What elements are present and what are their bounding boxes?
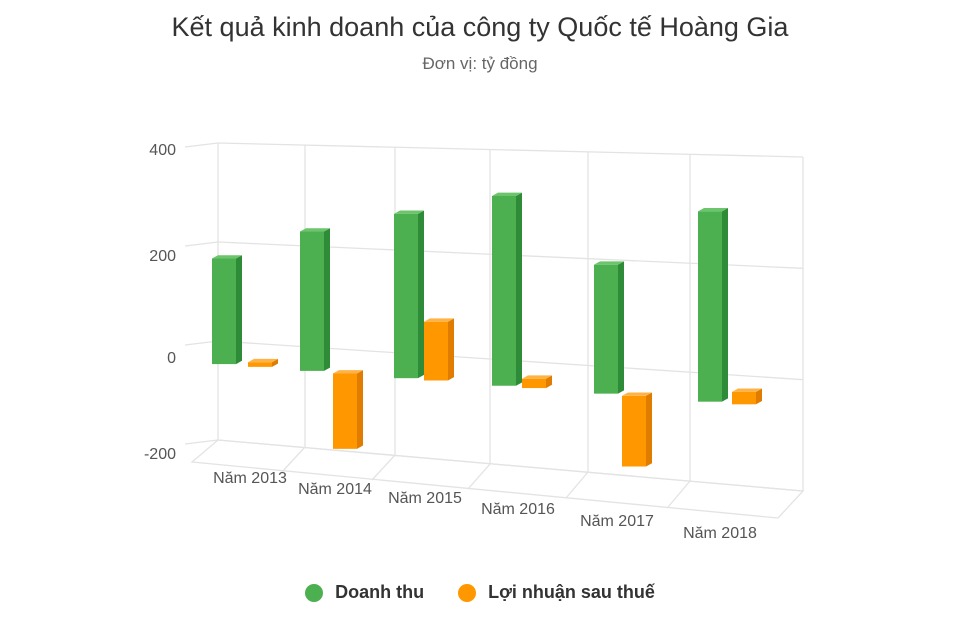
bar-profit-3 — [522, 375, 552, 389]
floor-plane — [190, 439, 805, 519]
bar-revenue-4 — [594, 261, 624, 394]
bar-profit-0 — [248, 358, 278, 367]
x-tick-label-4: Năm 2017 — [580, 513, 654, 530]
bar-revenue-3 — [492, 192, 522, 386]
y-tick-label-3: -200 — [144, 446, 176, 463]
legend-label-revenue: Doanh thu — [335, 582, 425, 602]
x-tick-label-5: Năm 2018 — [683, 525, 757, 542]
bar-profit-4 — [622, 392, 652, 467]
wall-line-3 — [184, 439, 219, 445]
legend-marker-profit — [458, 583, 477, 602]
bar-revenue-5 — [698, 208, 728, 402]
bar-profit-2 — [424, 318, 454, 381]
floor-divider-3 — [565, 471, 589, 499]
y-tick-label-0: 400 — [149, 142, 176, 159]
x-axis-labels: Năm 2013 Năm 2014 Năm 2015 Năm 2016 Năm 2017… — [213, 470, 757, 542]
wall-line-1 — [184, 241, 219, 247]
floor-divider-1 — [371, 454, 396, 481]
bar-profit-5 — [732, 388, 762, 405]
x-tick-label-3: Năm 2016 — [481, 501, 555, 518]
bars — [212, 192, 762, 467]
gridline-h-0 — [217, 142, 804, 158]
legend-item-profit[interactable]: Lợi nhuận sau thuế — [458, 582, 655, 603]
x-tick-label-0: Năm 2013 — [213, 470, 287, 487]
x-tick-label-2: Năm 2015 — [388, 490, 462, 507]
bar-revenue-0 — [212, 255, 242, 365]
legend-label-profit: Lợi nhuận sau thuế — [488, 582, 655, 602]
bar-revenue-2 — [394, 210, 424, 379]
y-axis-ticks: 400 200 0 -200 — [144, 142, 176, 463]
floor-divider-0 — [281, 446, 306, 473]
legend-item-revenue[interactable]: Doanh thu — [305, 582, 424, 603]
floor-divider-2 — [467, 463, 491, 490]
floor-divider-4 — [667, 480, 691, 508]
y-tick-label-1: 200 — [149, 248, 176, 265]
wall-line-0 — [184, 142, 219, 148]
y-tick-label-2: 0 — [167, 350, 176, 367]
chart-title: Kết quả kinh doanh của công ty Quốc tế H… — [171, 12, 789, 42]
bar-profit-1 — [333, 370, 363, 449]
legend: Doanh thu Lợi nhuận sau thuế — [0, 582, 960, 603]
chart-subtitle: Đơn vị: tỷ đồng — [422, 54, 538, 73]
bar-revenue-1 — [300, 228, 330, 371]
legend-marker-revenue — [305, 583, 324, 602]
x-tick-label-1: Năm 2014 — [298, 481, 372, 498]
